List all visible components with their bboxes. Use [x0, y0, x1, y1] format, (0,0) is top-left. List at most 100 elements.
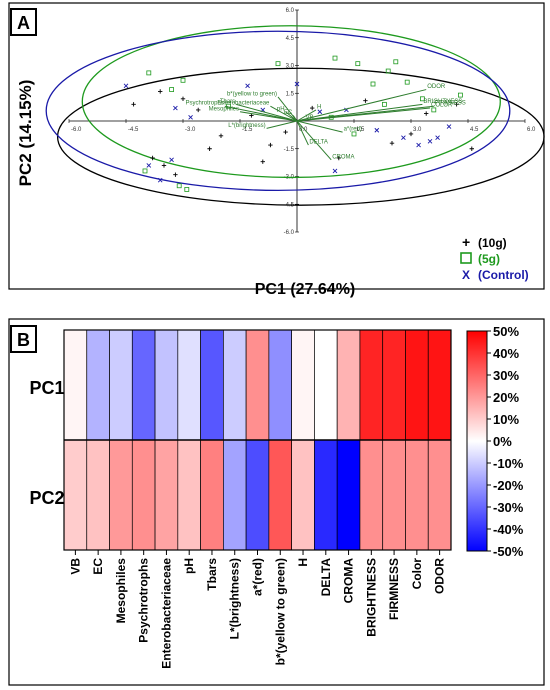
heatmap-cell-pc2-brightness — [359, 439, 384, 551]
point-10g — [310, 105, 315, 111]
pca-y-tick-label: 6.0 — [286, 8, 295, 14]
point-control — [374, 127, 380, 133]
colorbar-tick-label: -50% — [493, 544, 524, 559]
heatmap-cell-pc1-b-yellow-to-green — [268, 329, 292, 441]
loading-vector-delta — [296, 120, 309, 146]
point-10g — [161, 163, 167, 168]
point-10g — [408, 131, 414, 137]
colorbar-tick-label: -30% — [493, 500, 524, 515]
pca-y-tick-label: 1.5 — [286, 91, 295, 97]
heatmap-cell-pc1-a-red — [245, 329, 270, 441]
panel-a-frame — [8, 2, 545, 290]
heatmap-column-label-croma: CROMA — [342, 558, 356, 604]
point-10g — [173, 172, 178, 177]
point-control — [173, 105, 178, 111]
heatmap-cell-pc1-ec — [86, 329, 110, 441]
heatmap-cell-pc1-h — [291, 329, 315, 441]
heatmap: VB EC Mesophiles Psychrotrophs Enterobacteri… — [63, 329, 452, 669]
loading-label-tbars: Tbars — [220, 99, 235, 105]
point-control — [435, 135, 440, 140]
point-10g — [180, 96, 186, 101]
legend-marker-control: X — [462, 268, 470, 282]
heatmap-column-label-ec: EC — [91, 558, 105, 575]
loading-vector-l-brightness — [266, 120, 298, 129]
loading-vector-brightness — [296, 103, 423, 122]
heatmap-cell-pc2-vb — [63, 439, 88, 551]
heatmap-column-label-tbars: Tbars — [205, 558, 219, 591]
heatmap-cell-pc1-l-brightness — [223, 329, 247, 441]
heatmap-cell-pc2-color — [405, 439, 429, 551]
point-5g — [370, 81, 376, 87]
loading-vector-psychrotrophs — [224, 105, 298, 122]
heatmap-cell-pc2-a-red — [245, 439, 270, 551]
pca-y-tick-label: 3.0 — [286, 64, 295, 70]
loading-label-h: H — [317, 104, 321, 110]
point-10g — [469, 146, 474, 151]
loading-label-delta: DELTA — [309, 140, 327, 146]
point-control — [317, 109, 323, 115]
pca-y-tick-label: -1.5 — [284, 147, 295, 153]
loading-label-firmness: FIRMNESS — [435, 101, 466, 107]
heatmap-cell-pc2-ec — [86, 439, 110, 551]
heatmap-column-label-color: Color — [410, 558, 424, 590]
heatmap-column-label-h: H — [296, 558, 310, 567]
panel-b-label: B — [17, 330, 30, 350]
point-5g — [180, 77, 186, 83]
colorbar-tick-label: 40% — [493, 346, 519, 361]
heatmap-cell-pc2-ph — [177, 439, 201, 551]
pca-x-axis-label: PC1 (27.64%) — [255, 281, 356, 298]
heatmap-cell-pc2-enterobacteriaceae — [154, 439, 179, 551]
loading-vector-croma — [296, 120, 332, 161]
heatmap-column-label-a-red: a*(red) — [251, 558, 265, 596]
loading-label-brightness: BRIGHTNESS — [423, 99, 462, 105]
pca-x-tick-label: -4.5 — [128, 127, 139, 133]
point-control — [123, 83, 129, 89]
point-control — [401, 135, 406, 140]
heatmap-cell-pc2-psychrotrophs — [131, 439, 156, 551]
heatmap-column-label-enterobacteriaceae: Enterobacteriaceae — [159, 558, 173, 669]
loading-label-enterobacteriaceae: Enterobacteriaceae — [217, 101, 270, 107]
legend-label-5g: (5g) — [478, 252, 500, 266]
point-5g — [184, 187, 190, 192]
colorbar-tick-label: 30% — [493, 368, 519, 383]
loading-label-color: COLOR — [431, 103, 453, 109]
legend-label-10g: (10g) — [478, 236, 507, 250]
heatmap-cell-pc2-h — [291, 439, 315, 551]
heatmap-cell-pc2-mesophiles — [109, 439, 133, 551]
heatmap-cell-pc2-delta — [314, 439, 338, 551]
point-5g — [351, 131, 357, 137]
point-10g — [389, 141, 395, 146]
heatmap-cell-pc1-ph — [177, 329, 201, 441]
point-control — [294, 81, 300, 87]
heatmap-column-label-l-brightness: L*(brightness) — [228, 558, 242, 639]
heatmap-cell-pc1-color — [405, 329, 429, 441]
panel-a: A -6.0 -4.5 -3.0 -1.5 0.0 1.5 3.0 4.5 6.0 6.0 4.5 3… — [8, 2, 545, 298]
heatmap-cell-pc1-tbars — [200, 329, 224, 441]
loading-label-ph: pH — [277, 106, 285, 112]
legend-marker-5g — [460, 252, 472, 264]
heatmap-cell-pc1-brightness — [359, 329, 384, 441]
point-control — [157, 177, 163, 183]
loading-vector-h — [296, 109, 317, 122]
point-5g — [419, 96, 425, 102]
legend-marker-10g: + — [462, 234, 470, 250]
heatmap-cell-pc1-vb — [63, 329, 88, 441]
point-10g — [218, 133, 224, 138]
point-control — [446, 124, 452, 129]
colorbar-scale — [466, 330, 488, 552]
heatmap-cell-pc1-psychrotrophs — [131, 329, 156, 441]
point-5g — [332, 55, 338, 61]
point-control — [332, 168, 338, 174]
point-5g — [431, 107, 437, 113]
panel-b: B PC1 PC2 VB EC Mesophiles Psychrotrophs Ent… — [8, 318, 545, 686]
point-10g — [268, 142, 273, 148]
loading-label-ec: EC — [284, 110, 293, 116]
heatmap-cell-pc1-enterobacteriaceae — [154, 329, 179, 441]
pca-x-tick-label: 6.0 — [527, 127, 536, 133]
point-control — [427, 139, 433, 144]
heatmap-cell-pc1-firmness — [382, 329, 406, 441]
panel-a-label-box — [10, 8, 37, 36]
colorbar-tick-label: -20% — [493, 478, 524, 493]
pca-x-tick-label: 1.5 — [356, 127, 365, 133]
